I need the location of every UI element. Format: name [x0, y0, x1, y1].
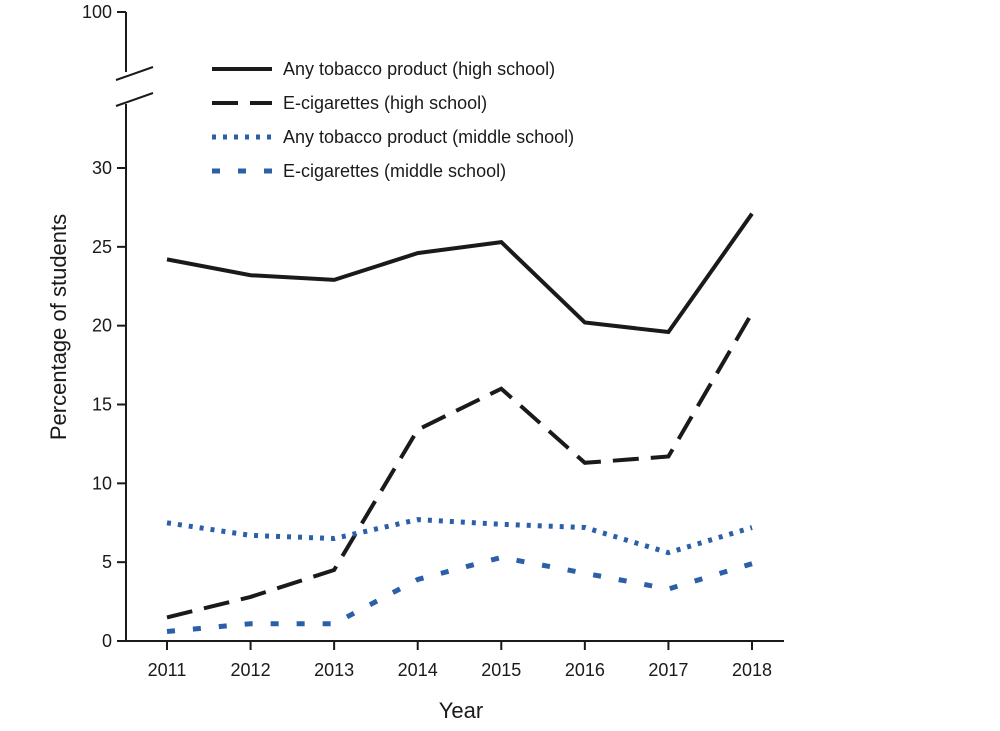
series-group [166, 212, 754, 634]
x-tick-label: 2013 [314, 660, 354, 680]
axes-group: 0 5 10 15 20 25 30 100 2011 2012 2013 2014 2015 2016 2… [82, 2, 784, 680]
x-tick-label: 2018 [732, 660, 772, 680]
y-axis-title: Percentage of students [46, 214, 71, 440]
y-tick-label: 10 [92, 473, 112, 493]
axis-break-mark-lower [115, 92, 154, 107]
legend-label-3: Any tobacco product (middle school) [283, 127, 574, 147]
legend-label-4: E-cigarettes (middle school) [283, 161, 506, 181]
x-tick-label: 2016 [565, 660, 605, 680]
x-tick-label: 2015 [481, 660, 521, 680]
y-tick-label-top: 100 [82, 2, 112, 22]
x-tick-label: 2012 [231, 660, 271, 680]
series-line-2 [166, 312, 754, 620]
y-tick-label: 0 [102, 631, 112, 651]
y-tick-label: 15 [92, 395, 112, 415]
series-line-3 [166, 517, 753, 556]
x-axis-title: Year [439, 698, 483, 723]
axis-break-mark-upper [115, 66, 154, 81]
x-tick-label: 2011 [148, 660, 187, 680]
y-tick-label: 30 [92, 158, 112, 178]
x-tick-label: 2017 [648, 660, 688, 680]
legend-label-2: E-cigarettes (high school) [283, 93, 487, 113]
series-line-1 [166, 212, 754, 335]
legend-label-1: Any tobacco product (high school) [283, 59, 555, 79]
y-tick-label: 25 [92, 237, 112, 257]
x-tick-label: 2014 [398, 660, 438, 680]
y-tick-label: 20 [92, 316, 112, 336]
y-tick-label: 5 [102, 552, 112, 572]
legend: Any tobacco product (high school) E-cigar… [212, 59, 574, 181]
